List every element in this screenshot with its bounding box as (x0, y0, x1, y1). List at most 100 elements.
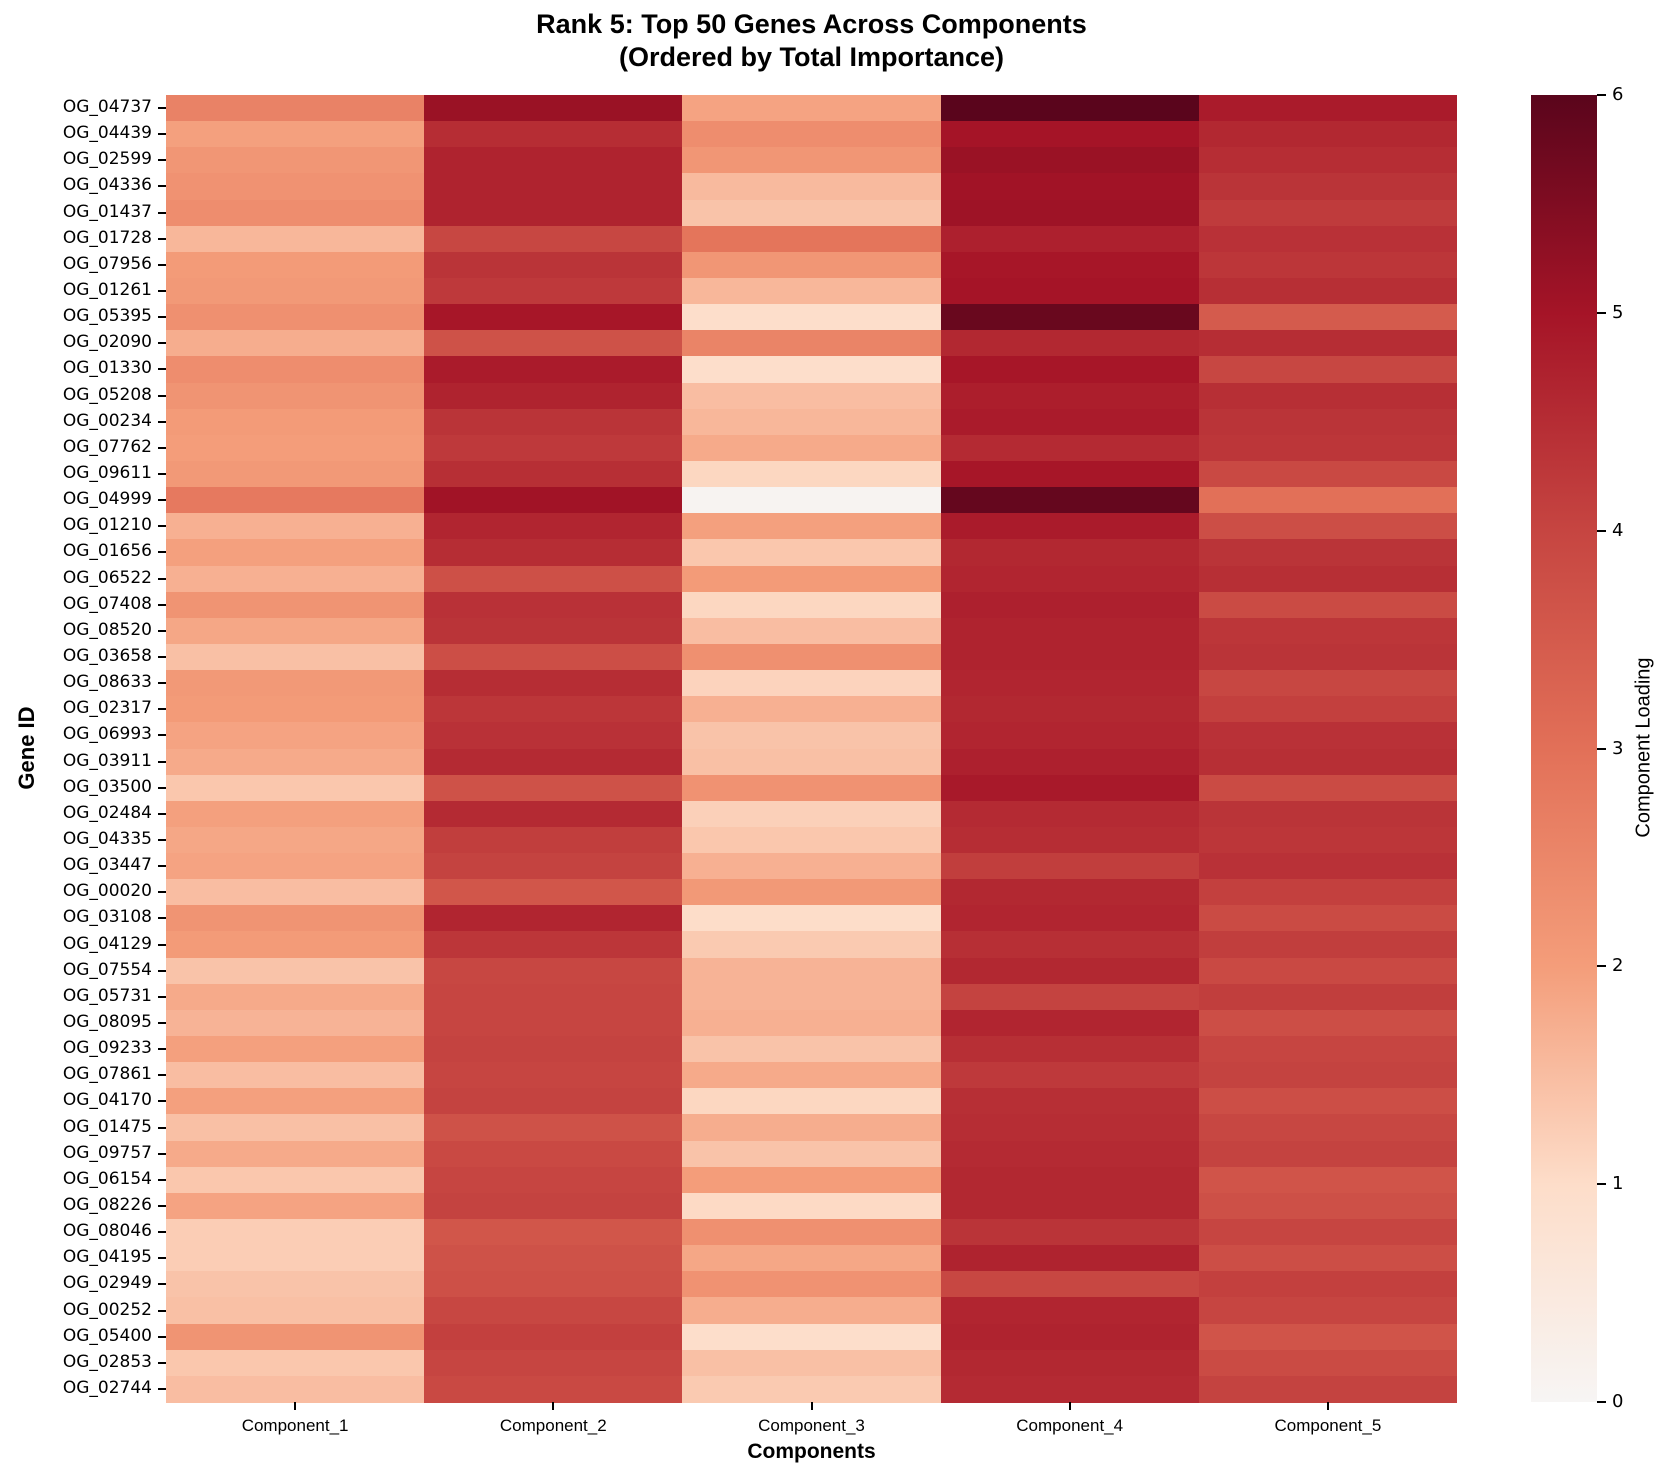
heatmap-cell (940, 1245, 1199, 1272)
heatmap-cell (940, 800, 1199, 828)
y-tick-label: OG_04170 (62, 1090, 152, 1111)
heatmap-row (166, 1114, 1458, 1142)
heatmap-cell (940, 670, 1199, 697)
heatmap-cell (1198, 121, 1458, 148)
x-tick-label: Component_5 (1274, 1416, 1382, 1435)
heatmap-cell (1198, 1036, 1458, 1063)
heatmap-cell (1198, 591, 1458, 619)
heatmap-cell (1198, 277, 1458, 305)
heatmap-cell (424, 1062, 683, 1089)
heatmap-cell (166, 356, 425, 384)
heatmap-cell (1198, 957, 1458, 985)
heatmap-cell (682, 722, 941, 750)
heatmap-cell (682, 487, 941, 514)
heatmap-cell (1198, 1219, 1458, 1246)
y-tick-label: OG_02949 (62, 1273, 152, 1294)
heatmap-cell (166, 539, 425, 567)
heatmap-cell (940, 617, 1199, 645)
heatmap-cell (940, 1192, 1199, 1220)
heatmap-row (166, 957, 1458, 985)
heatmap-cell (940, 826, 1199, 854)
y-tick-label: OG_05395 (62, 306, 152, 327)
y-tick-label: OG_04439 (62, 123, 152, 144)
heatmap-cell (682, 408, 941, 436)
heatmap-row (166, 1245, 1458, 1272)
y-tick-mark (158, 891, 166, 894)
heatmap-cell (1198, 774, 1458, 802)
y-tick-label: OG_06522 (62, 567, 152, 588)
y-tick-mark (158, 368, 166, 371)
heatmap-cell (1198, 487, 1458, 514)
y-tick-label: OG_02317 (62, 698, 152, 719)
heatmap-row (166, 696, 1458, 723)
heatmap-cell (1198, 95, 1458, 122)
y-tick-label: OG_08095 (62, 1011, 152, 1032)
heatmap-cell (682, 434, 941, 462)
y-tick-label: OG_03911 (62, 750, 152, 771)
heatmap-cell (1198, 382, 1458, 410)
heatmap-row (166, 173, 1458, 201)
heatmap-row (166, 1036, 1458, 1063)
heatmap-cell (682, 957, 941, 985)
heatmap-row (166, 304, 1458, 331)
colorbar-tick-mark (1597, 747, 1606, 750)
heatmap-cell (424, 748, 683, 776)
heatmap-cell (940, 487, 1199, 514)
heatmap-cell (166, 957, 425, 985)
heatmap-cell (940, 1349, 1199, 1377)
heatmap-cell (424, 304, 683, 331)
heatmap-row (166, 460, 1458, 488)
heatmap-cell (424, 1009, 683, 1037)
heatmap-cell (166, 565, 425, 593)
heatmap-cell (1198, 1009, 1458, 1037)
y-tick-mark (158, 159, 166, 162)
heatmap-cell (1198, 696, 1458, 723)
heatmap-cell (940, 434, 1199, 462)
y-tick-label: OG_05400 (62, 1325, 152, 1346)
heatmap-cell (166, 1114, 425, 1142)
heatmap-cell (940, 330, 1199, 357)
y-tick-label: OG_04336 (62, 175, 152, 196)
heatmap-row (166, 487, 1458, 514)
heatmap-cell (940, 1088, 1199, 1116)
x-tick-mark (1326, 1402, 1329, 1410)
y-tick-label: OG_03500 (62, 776, 152, 797)
heatmap-cell (682, 800, 941, 828)
heatmap-cell (166, 173, 425, 201)
heatmap-row (166, 1271, 1458, 1299)
y-tick-label: OG_07861 (62, 1064, 152, 1085)
y-tick-mark (158, 682, 166, 685)
heatmap-cell (1198, 1375, 1458, 1403)
colorbar-tick-mark (1597, 965, 1606, 968)
heatmap-cell (166, 800, 425, 828)
x-axis-label: Components (747, 1440, 876, 1463)
heatmap-cell (682, 382, 941, 410)
heatmap-cell (1198, 1166, 1458, 1194)
heatmap-cell (940, 304, 1199, 331)
heatmap-cell (166, 1297, 425, 1325)
heatmap-cell (166, 1375, 425, 1403)
heatmap-cell (424, 1375, 683, 1403)
heatmap-cell (1198, 251, 1458, 279)
heatmap-cell (1198, 1192, 1458, 1220)
heatmap-cell (682, 1219, 941, 1246)
y-tick-mark (158, 969, 166, 972)
y-tick-label: OG_00252 (62, 1299, 152, 1320)
heatmap-cell (940, 277, 1199, 305)
x-tick-mark (294, 1402, 297, 1410)
y-tick-mark (158, 708, 166, 711)
heatmap-row (166, 1219, 1458, 1246)
heatmap-cell (424, 905, 683, 933)
y-tick-label: OG_09611 (62, 463, 152, 484)
y-tick-label: OG_01261 (62, 280, 152, 301)
heatmap-cell (166, 1245, 425, 1272)
heatmap-cell (424, 1271, 683, 1299)
heatmap-cell (682, 147, 941, 174)
heatmap-cell (682, 330, 941, 357)
heatmap-cell (166, 748, 425, 776)
y-tick-label: OG_05731 (62, 985, 152, 1006)
heatmap-row (166, 225, 1458, 253)
y-tick-mark (158, 1204, 166, 1207)
y-tick-mark (158, 734, 166, 737)
x-tick-label: Component_2 (499, 1416, 607, 1435)
